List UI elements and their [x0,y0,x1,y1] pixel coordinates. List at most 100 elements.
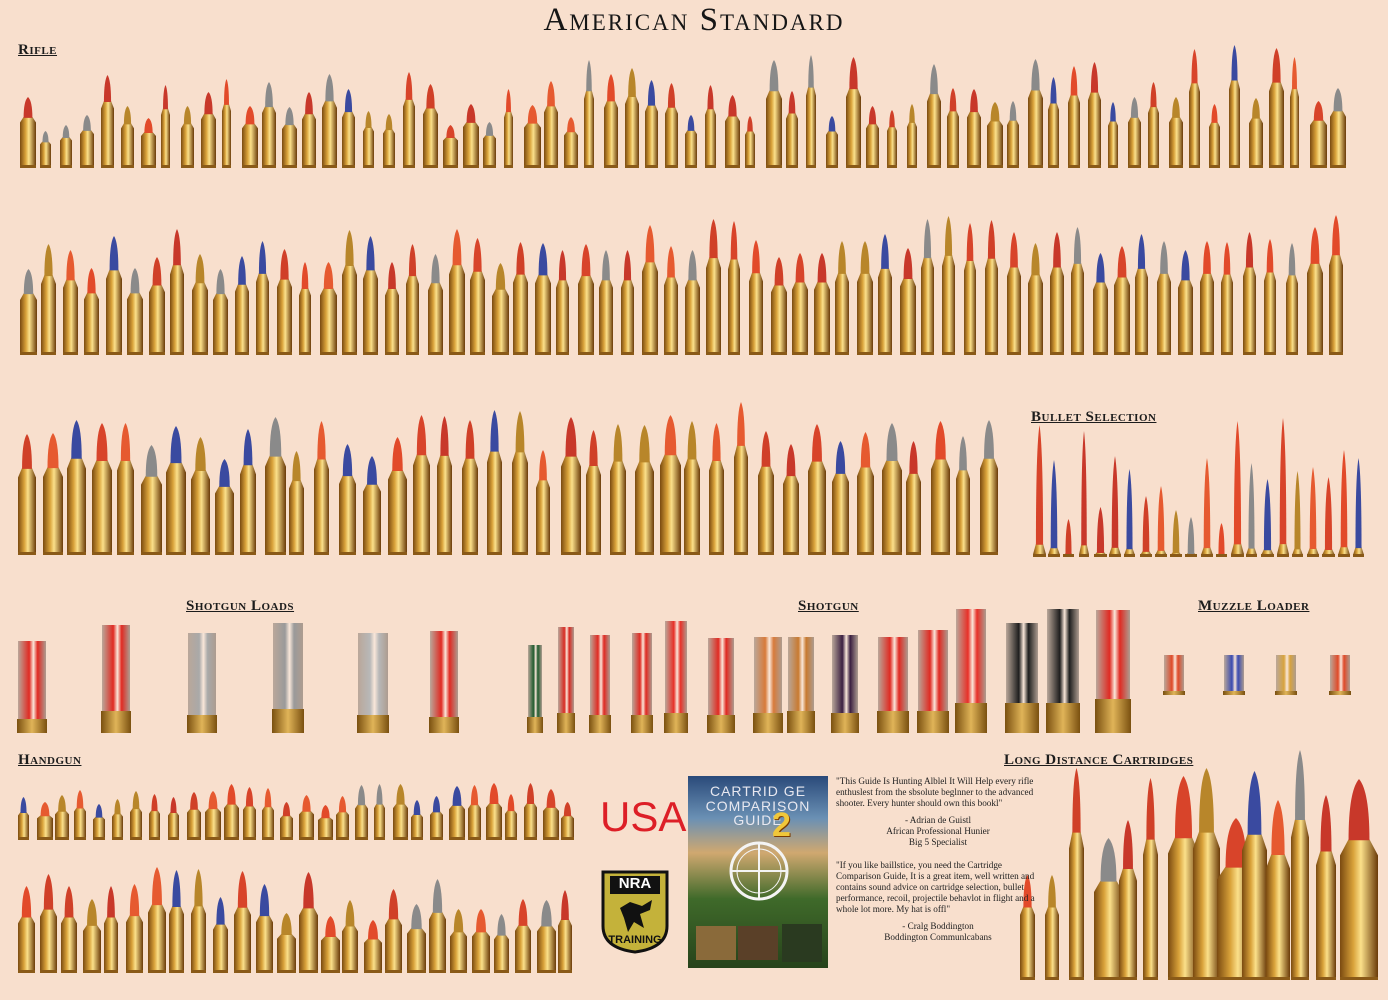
cartridge [1068,66,1080,173]
cartridge [299,872,318,978]
cartridge [556,250,569,360]
cartridge [814,253,830,360]
cartridge [835,241,849,360]
rifle-row-1 [0,40,1388,173]
cartridge [1168,776,1199,985]
shotgun-shell [787,637,815,733]
cartridge [403,72,415,173]
cartridge [321,916,340,978]
cartridge [1310,101,1327,173]
shotgun-shell [1163,655,1185,695]
cartridge [385,889,402,978]
cartridge [887,110,897,173]
cartridge [1045,875,1059,985]
shotgun-shell [527,645,543,733]
section-shotgun: Shotgun [798,598,859,614]
cartridge [1322,477,1335,562]
cartridge [956,436,970,560]
cartridge [148,867,166,978]
cartridge [1264,239,1276,360]
section-rifle: Rifle [18,42,58,58]
cartridge [483,122,496,173]
cartridge [1048,460,1060,562]
cartridge [1246,463,1257,562]
cartridge [1178,250,1193,360]
cartridge [645,80,658,173]
cartridge [1185,517,1197,562]
cartridge [1119,820,1137,985]
cartridge [1229,45,1240,173]
cartridge [262,82,276,173]
cartridge [586,430,601,560]
shotgun-shell [917,630,949,733]
cartridge [980,420,998,560]
cartridge [964,223,976,360]
cartridge [1033,425,1046,562]
cartridge [1170,510,1182,562]
cartridge [470,238,485,360]
cartridge [318,805,333,845]
cartridge [187,792,201,845]
cartridge [1307,227,1323,360]
shotgun-shell [753,637,783,733]
section-bullet-selection: Bullet Selection [1031,409,1157,425]
cartridge [224,784,239,845]
shotgun-shell [1005,623,1039,733]
cartridge [262,788,274,845]
cartridge [642,225,658,360]
cartridge [20,269,37,360]
cartridge [20,97,36,173]
cartridge [1292,471,1303,562]
shotgun-shell [831,635,859,733]
cartridge [43,433,63,560]
section-long-distance: Long Distance Cartridges [1004,752,1194,768]
cartridge [222,79,231,173]
cartridge [967,89,981,173]
cartridge [472,909,490,978]
nra-training-text: TRAINING [608,934,662,946]
cartridge [505,794,517,845]
cartridge [561,802,574,845]
cartridge [1243,232,1256,360]
cartridge [1338,450,1350,562]
cartridge [1069,768,1084,985]
cover-animal-image [738,926,778,960]
cartridge [406,244,419,360]
cartridge [947,88,959,173]
cartridge [407,904,426,978]
cartridge [537,900,556,978]
shotgun-shell [101,625,131,733]
scope-reticle-icon [729,841,789,901]
cartridge [170,229,184,360]
cartridge [1307,467,1319,562]
cartridge [277,249,292,360]
cartridge [462,420,478,560]
cartridge [766,60,782,173]
cover-line-2: COMPARISON [705,797,811,814]
cartridge [256,884,273,978]
quote-1-subtitle: Big 5 Specialist [908,837,968,848]
shotgun-shell [707,638,735,733]
section-shotgun-loads: Shotgun Loads [186,598,295,614]
cartridge [383,114,395,173]
shotgun-shell [17,641,47,733]
cartridge [1266,800,1290,985]
testimonial-quotes: "This Guide Is Hunting Alblel It Will He… [836,776,1040,943]
cartridge [104,886,118,978]
cartridge [265,417,286,560]
cartridge [749,240,763,360]
section-muzzle-loader: Muzzle Loader [1198,598,1310,614]
shotgun-shell [1095,610,1131,733]
cartridge [126,884,143,978]
cartridge [783,444,799,560]
cartridge [280,802,293,845]
cartridge [985,220,998,360]
cartridge [584,60,594,173]
cartridge [578,244,594,360]
shotgun-shell [1329,655,1351,695]
cartridge [561,417,581,560]
cartridge [213,269,228,360]
shotgun-shell [187,633,217,733]
cartridge [169,870,184,978]
quote-2-text: "If you like baillstice, you need the Ca… [836,860,1035,915]
